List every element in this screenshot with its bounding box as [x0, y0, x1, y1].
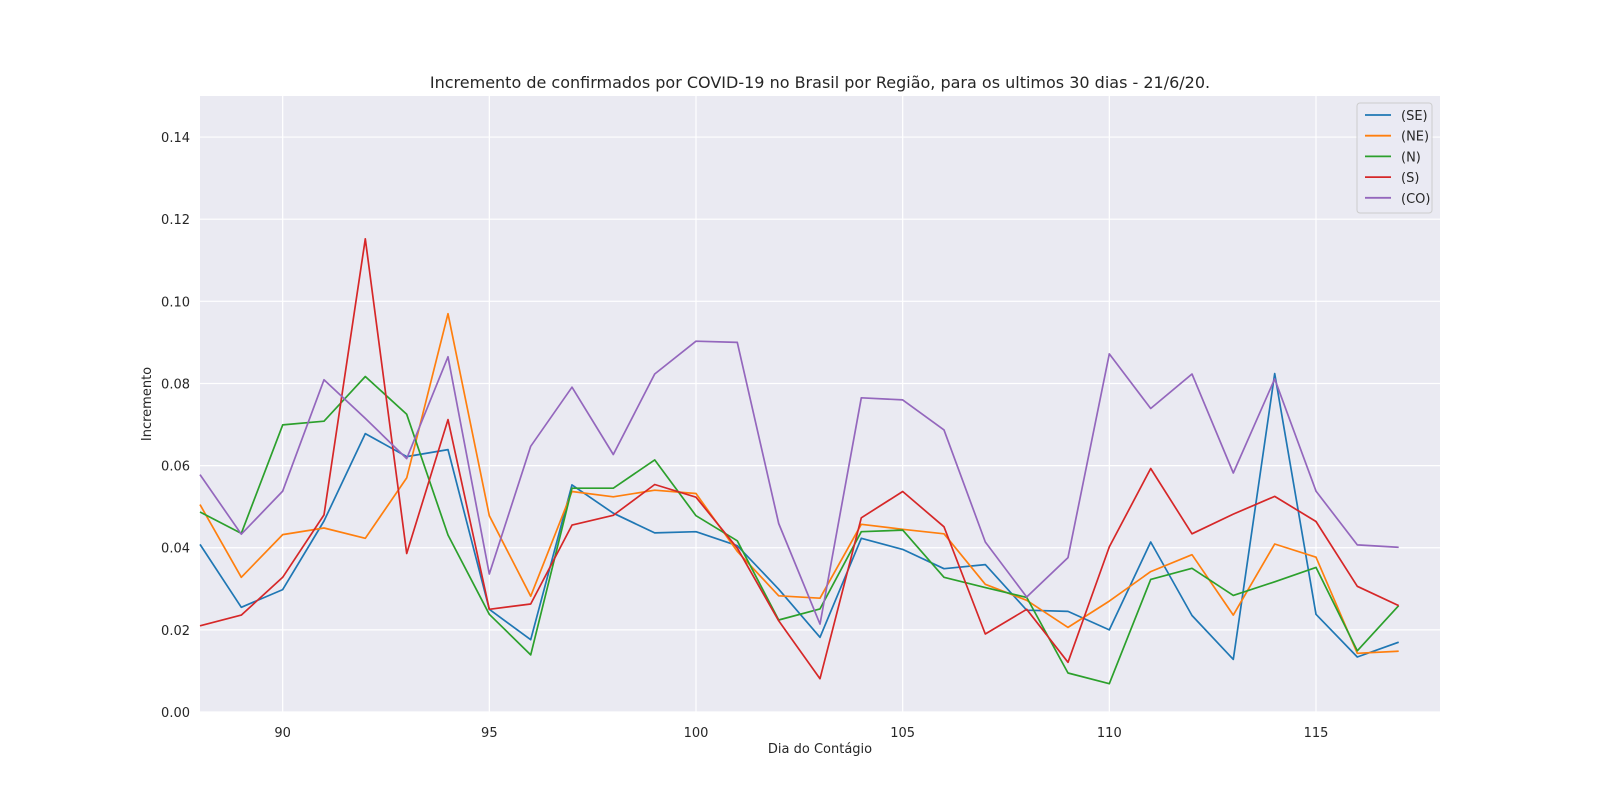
- x-tick-label: 115: [1304, 726, 1329, 741]
- x-tick-label: 100: [684, 726, 709, 741]
- legend: (SE) (NE) (N) (S) (CO): [1356, 102, 1433, 214]
- y-tick-label: 0.00: [161, 706, 190, 721]
- y-tick-label: 0.14: [161, 131, 190, 146]
- x-tick-label: 95: [481, 726, 498, 741]
- x-tick-label: 105: [890, 726, 915, 741]
- y-tick-label: 0.08: [161, 377, 190, 392]
- x-axis-title: Dia do Contágio: [768, 742, 872, 757]
- legend-entry: (S): [1401, 171, 1419, 186]
- x-tick-labels: 90 95 100 105 110 115: [274, 726, 1328, 741]
- series-lines: [199, 238, 1400, 685]
- series-line: [199, 340, 1399, 625]
- x-tick-label: 110: [1097, 726, 1122, 741]
- series-line: [199, 312, 1399, 655]
- legend-entry: (SE): [1401, 109, 1428, 124]
- y-axis-title: Incremento: [140, 367, 155, 441]
- legend-entry: (NE): [1401, 130, 1429, 145]
- series-line: [199, 375, 1400, 685]
- chart-title: Incremento de confirmados por COVID-19 n…: [430, 73, 1210, 92]
- legend-frame: [1356, 102, 1433, 214]
- x-tick-label: 90: [274, 726, 291, 741]
- legend-entry: (N): [1401, 150, 1421, 165]
- y-tick-label: 0.02: [161, 624, 190, 639]
- y-tick-label: 0.04: [161, 542, 190, 557]
- series-line: [199, 238, 1400, 680]
- y-tick-label: 0.06: [161, 460, 190, 475]
- y-tick-label: 0.10: [161, 295, 190, 310]
- y-tick-labels: 0.00 0.02 0.04 0.06 0.08 0.10 0.12 0.14: [161, 131, 190, 721]
- y-tick-label: 0.12: [161, 213, 190, 228]
- legend-entry: (CO): [1401, 192, 1430, 207]
